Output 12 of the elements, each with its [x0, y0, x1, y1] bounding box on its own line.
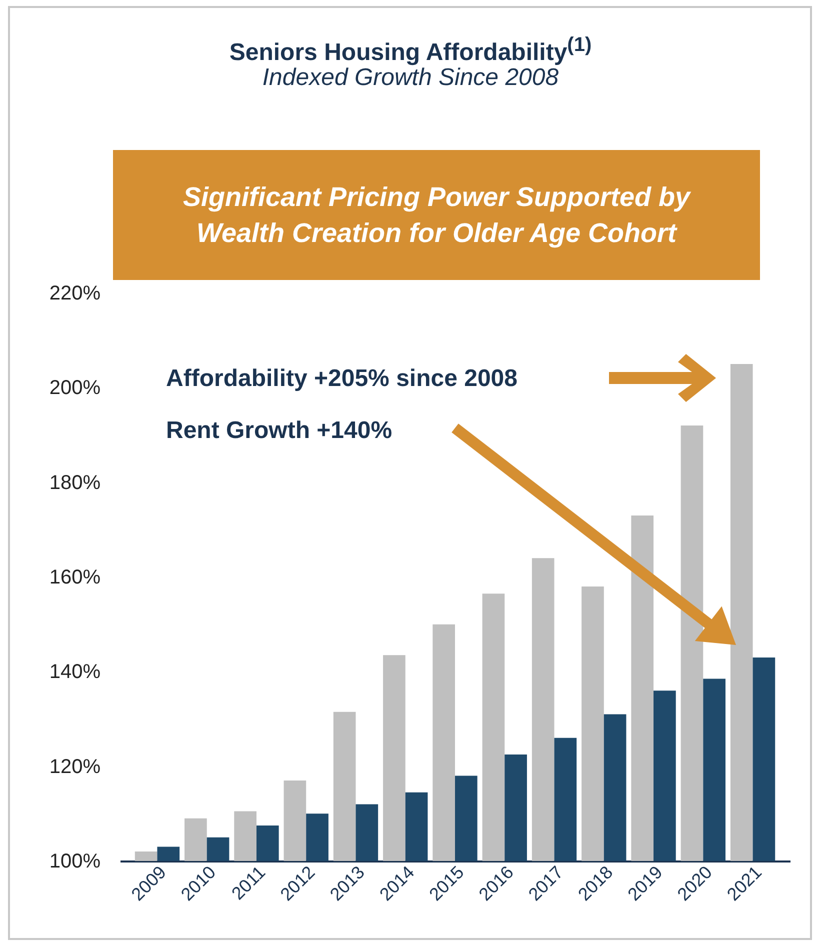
- y-tick-label: 100%: [49, 850, 101, 872]
- chart-title: Seniors Housing Affordability$^{(1)}$: [228, 34, 593, 67]
- chart-subtitle: Indexed Growth Since 2008: [261, 64, 559, 92]
- y-tick-label: 140%: [49, 661, 101, 684]
- y-tick-label: 120%: [49, 756, 101, 778]
- annotation: Affordability +205% since 2008: [166, 365, 518, 393]
- y-tick-label: 220%: [49, 282, 101, 304]
- y-tick-label: 160%: [49, 566, 101, 588]
- y-tick-label: 200%: [49, 377, 101, 400]
- text: Significant Pricing Power Supported by Wealth Creation for Older Age Cohort: [182, 181, 692, 250]
- y-tick-label: 180%: [49, 472, 101, 494]
- annotation: Rent Growth +140%: [166, 417, 392, 445]
